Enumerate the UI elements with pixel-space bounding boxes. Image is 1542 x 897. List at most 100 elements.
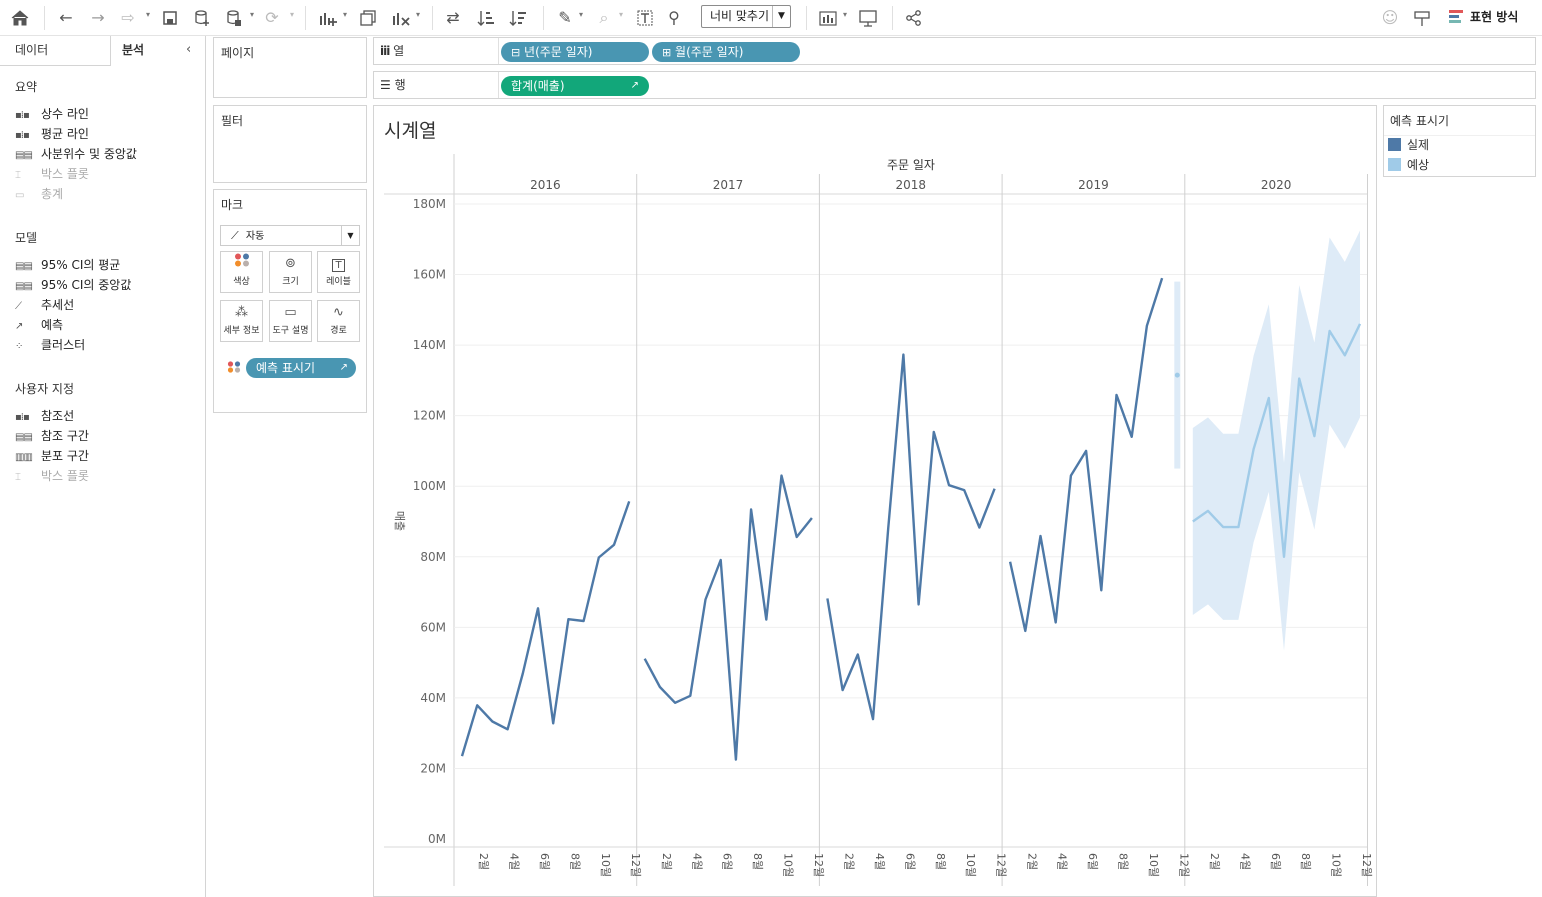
x-tick-label: 10월 — [782, 853, 795, 877]
clear-sheet-icon[interactable] — [388, 6, 412, 30]
constant-line-icon: ▪⁞▪ — [15, 110, 30, 121]
color-dots-icon — [221, 252, 262, 274]
mark-size-button[interactable]: ⊚ 크기 — [269, 251, 312, 293]
mark-label-button[interactable]: T 레이블 — [317, 251, 360, 293]
mark-tooltip-button[interactable]: ▭ 도구 설명 — [269, 300, 312, 342]
home-icon[interactable] — [8, 6, 32, 30]
column-header-title: 주문 일자 — [887, 158, 935, 172]
view-dropdown-icon[interactable]: ▾ — [843, 10, 848, 19]
new-worksheet-dropdown-icon[interactable]: ▾ — [343, 10, 348, 19]
save-icon[interactable] — [158, 6, 182, 30]
tab-data[interactable]: 데이터 — [0, 36, 111, 66]
filters-card-title: 필터 — [221, 114, 244, 128]
x-tick-label: 12월 — [812, 853, 825, 877]
analytics-item-label: 참조 구간 — [41, 429, 89, 443]
mark-detail-button[interactable]: ⁂ 세부 정보 — [220, 300, 263, 342]
redo-icon[interactable]: → — [91, 8, 105, 27]
mark-button-label: 레이블 — [326, 277, 351, 287]
columns-shelf[interactable]: iii 열 ⊟ 년(주문 일자) ⊞ 월(주문 일자) — [373, 37, 1536, 65]
highlight-dropdown-icon[interactable]: ▾ — [579, 10, 584, 19]
swap-icon[interactable]: ⇄ — [446, 8, 460, 27]
worksheet-title: 시계열 — [384, 120, 436, 142]
highlight-icon[interactable]: ✎ — [558, 8, 572, 27]
analytics-item-label: 박스 플롯 — [41, 167, 89, 181]
tab-analytics[interactable]: 분석 — [122, 43, 145, 57]
rows-shelf[interactable]: ☰ 행 합계(매출) ↗ — [373, 71, 1536, 99]
collapse-pane-icon[interactable]: ‹ — [186, 42, 192, 57]
show-me-button[interactable]: 표현 방식 — [1470, 10, 1519, 24]
undo-icon[interactable]: ← — [59, 8, 73, 27]
analytics-item-trend-line[interactable]: ⟋ 추세선 — [15, 295, 74, 315]
analytics-item-distribution-band[interactable]: ▥▥ 분포 구간 — [15, 446, 89, 466]
analytics-item-constant-line[interactable]: ▪⁞▪ 상수 라인 — [15, 104, 89, 124]
datasource-dropdown-icon[interactable]: ▾ — [250, 10, 255, 19]
mark-button-label: 도구 설명 — [272, 326, 309, 336]
y-tick-label: 160M — [413, 268, 446, 282]
x-tick-label: 8월 — [1117, 853, 1130, 870]
actual-line — [826, 353, 996, 721]
x-tick-label: 4월 — [690, 853, 703, 870]
x-tick-label: 4월 — [873, 853, 886, 870]
analytics-item-quartiles[interactable]: ▤▤ 사분위수 및 중앙값 — [15, 144, 137, 164]
view-cards-icon[interactable] — [816, 6, 840, 30]
label-icon[interactable] — [633, 6, 657, 30]
new-datasource-icon[interactable] — [190, 6, 214, 30]
refresh-dropdown-icon[interactable]: ▾ — [290, 10, 295, 19]
analytics-item-mean-ci[interactable]: ▤▤ 95% CI의 평균 — [15, 255, 120, 275]
column-pill-month[interactable]: ⊞ 월(주문 일자) — [652, 42, 800, 62]
mark-path-button[interactable]: ∿ 경로 — [317, 300, 360, 342]
filters-card[interactable]: 필터 — [213, 105, 367, 183]
sort-ascending-icon[interactable] — [474, 6, 498, 30]
share-icon[interactable] — [902, 6, 926, 30]
mark-color-button[interactable]: 색상 — [220, 251, 263, 293]
sort-descending-icon[interactable] — [506, 6, 530, 30]
x-tick-label: 2월 — [1025, 853, 1038, 870]
mark-type-dropdown[interactable]: ⟋ 자동 ▼ — [220, 225, 360, 246]
analytics-item-reference-line[interactable]: ▪⁞▪ 참조선 — [15, 406, 74, 426]
trend-line-icon: ⟋ — [15, 301, 22, 312]
analytics-item-average-line[interactable]: ▪⁞▪ 평균 라인 — [15, 124, 89, 144]
ai-assistant-icon[interactable]: ☺ — [1381, 8, 1399, 27]
analytics-item-median-ci[interactable]: ▤▤ 95% CI의 중앙값 — [15, 275, 131, 295]
actual-line — [643, 474, 813, 761]
pause-updates-icon[interactable] — [222, 6, 246, 30]
legend-item-forecast[interactable]: 예상 — [1388, 156, 1429, 174]
replay-icon[interactable]: ⇨ — [121, 8, 135, 27]
analytics-item-label: 추세선 — [41, 298, 75, 312]
forecast-indicator-pill[interactable]: 예측 표시기 ↗ — [246, 358, 356, 378]
x-tick-label: 8월 — [568, 853, 581, 870]
pin-axis-icon[interactable] — [1410, 6, 1434, 30]
pages-card[interactable]: 페이지 — [213, 37, 367, 98]
clear-dropdown-icon[interactable]: ▾ — [416, 10, 421, 19]
forecast-point — [1174, 372, 1180, 378]
show-me-icon[interactable] — [1449, 10, 1465, 27]
duplicate-sheet-icon[interactable] — [356, 6, 380, 30]
legend-label: 실제 — [1407, 138, 1430, 152]
pin-icon[interactable]: ⚲ — [668, 8, 680, 27]
y-tick-label: 0M — [428, 832, 446, 846]
color-legend: 예측 표시기 실제 예상 — [1383, 105, 1536, 177]
rows-icon: ☰ — [380, 78, 391, 92]
analytics-item-cluster[interactable]: ⁘ 클러스터 — [15, 335, 85, 355]
y-tick-label: 120M — [413, 409, 446, 423]
group-icon[interactable]: ⌕ — [599, 8, 609, 27]
group-dropdown-icon[interactable]: ▾ — [619, 10, 624, 19]
analytics-item-reference-band[interactable]: ▤▤ 참조 구간 — [15, 426, 89, 446]
label-t-icon: T — [318, 252, 359, 274]
y-tick-label: 60M — [420, 620, 446, 634]
column-pill-year[interactable]: ⊟ 년(주문 일자) — [501, 42, 649, 62]
presentation-icon[interactable] — [856, 6, 880, 30]
row-pill-sum-sales[interactable]: 합계(매출) ↗ — [501, 76, 649, 96]
section-summary-title: 요약 — [15, 80, 38, 94]
analytics-item-forecast[interactable]: ↗ 예측 — [15, 315, 63, 335]
forecast-icon: ↗ — [15, 321, 23, 332]
replay-dropdown-icon[interactable]: ▾ — [146, 10, 151, 19]
distribution-band-icon: ▥▥ — [15, 452, 33, 463]
x-tick-label: 10월 — [1147, 853, 1160, 877]
fit-dropdown[interactable]: 너비 맞추기 ▼ — [701, 5, 791, 28]
legend-item-actual[interactable]: 실제 — [1388, 136, 1429, 154]
new-worksheet-icon[interactable] — [315, 6, 339, 30]
refresh-icon[interactable]: ⟳ — [265, 8, 279, 27]
x-tick-label: 8월 — [934, 853, 947, 870]
